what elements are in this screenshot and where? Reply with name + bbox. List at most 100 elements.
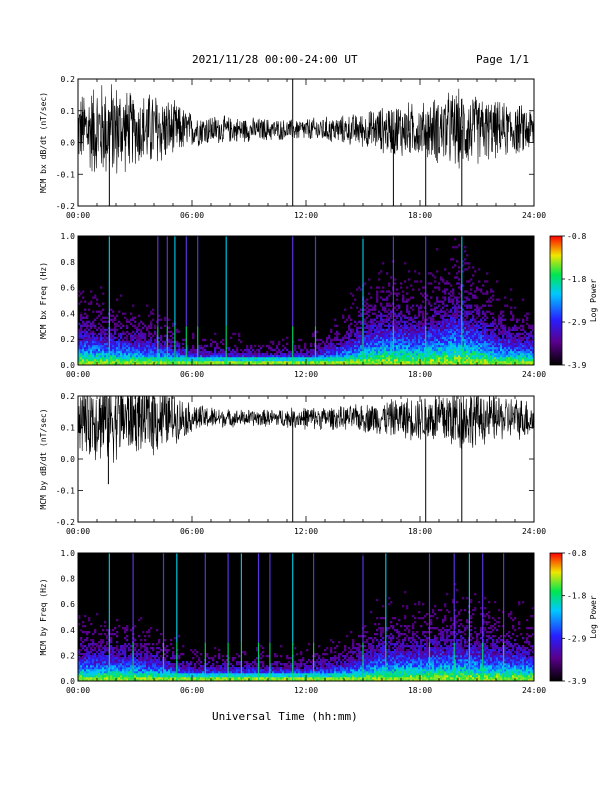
spectrogram-cell [458,314,461,317]
spectrogram-cell [430,332,433,336]
spectrogram-cell [90,290,93,293]
spectrogram-cell [88,645,91,648]
spectrogram-cell [434,286,437,289]
spectrogram-cell [124,665,127,668]
spectrogram-cell [450,298,453,301]
y-tick-label: 0.2 [61,335,76,344]
spectrogram-cell [120,657,123,660]
spectrogram-cell [470,318,473,321]
spectrogram-cell [138,358,141,362]
spectrogram-cell [168,348,171,352]
spectrogram-cell [88,675,91,678]
spectrogram-cell [150,346,153,350]
spectrogram-cell [150,320,153,323]
spectrogram-cell [500,310,503,313]
spectrogram-cell [380,360,383,364]
spectrogram-cell [84,344,87,348]
spectrogram-cell [332,344,335,348]
spectrogram-cell [486,350,489,354]
spectrogram-cell [458,320,461,323]
spectrogram-cell [390,362,393,365]
spectrogram-cell [82,675,85,678]
spectrogram-cell [522,358,525,362]
spectrogram-cell [206,350,209,354]
spectrogram-cell [386,354,389,358]
spectrogram-cell [440,330,443,334]
spectrogram-cell [342,350,345,354]
spectrogram-cell [94,669,97,672]
spectrogram-cell [458,346,461,350]
spectrogram-cell [318,354,321,358]
spectrogram-cell [128,673,131,676]
spectrogram-cell [460,328,463,332]
spectrogram-cell [468,350,471,354]
x-tick-label: 24:00 [522,211,546,220]
spectrogram-cell [444,322,447,325]
spectrogram-cell [202,338,205,342]
spectrogram-cell [356,338,359,342]
spectrogram-cell [328,362,331,365]
spectrogram-cell [116,663,119,666]
spectrogram-cell [516,342,519,346]
spectrogram-cell [452,298,455,301]
spectrogram-cell [126,645,129,648]
spectrogram-cell [146,360,149,364]
spectrogram-cell [128,649,131,652]
spectrogram-cell [380,304,383,307]
spectrogram-cell [430,272,433,275]
spectrogram-cell [446,308,449,311]
spectrogram-cell [204,358,207,362]
spectrogram-cell [356,330,359,334]
spectrogram-cell [378,328,381,332]
spectrogram-cell [398,314,401,317]
spectrogram-cell [382,330,385,334]
spectrogram-cell [368,336,371,340]
spectrogram-cell [528,334,531,338]
spectrogram-cell [470,350,473,354]
spectrogram-cell [306,348,309,352]
spectrogram-cell [92,360,95,364]
spectrogram-cell [136,675,139,678]
spectrogram-cell [100,336,103,340]
spectrogram-cell [162,354,165,358]
spectrogram-cell [244,352,247,356]
spectrogram-cell [488,346,491,350]
spectrogram-cell [512,318,515,321]
spectrogram-cell [146,350,149,354]
spectrogram-cell [92,342,95,346]
spectrogram-cell [106,649,109,652]
spectrogram-cell [488,352,491,356]
spectrogram-cell [412,340,415,344]
spectrogram-cell [214,332,217,336]
spectrogram-cell [90,639,93,642]
spectrogram-cell [386,340,389,344]
spectrogram-cell [484,334,487,338]
spectrogram-cell [454,322,457,325]
spectrogram-cell [84,655,87,658]
spectrogram-cell [150,310,153,313]
spectrogram-cell [422,344,425,348]
spectrogram-cell [312,334,315,338]
spectrogram-cell [150,360,153,364]
spectrogram-cell [92,338,95,342]
spectrogram-cell [92,657,95,660]
spectrogram-cell [492,330,495,334]
spectrogram-cell [168,350,171,354]
spectrogram-cell [470,324,473,328]
spectrogram-cell [80,673,83,676]
spectrogram-cell [82,324,85,328]
spectrogram-cell [154,340,157,344]
spectrogram-cell [382,362,385,365]
spectrogram-cell [444,324,447,328]
spectrogram-cell [322,356,325,360]
spectrogram-cell [460,306,463,309]
spectrogram-cell [450,328,453,332]
spectrogram-cell [104,671,107,674]
spectrogram-cell [378,346,381,350]
spectrogram-cell [396,336,399,340]
spectrogram-cell [294,360,297,364]
spectrogram-cell [474,332,477,336]
spectrogram-cell [336,362,339,365]
spectrogram-cell [152,360,155,364]
spectrogram-cell [410,306,413,309]
